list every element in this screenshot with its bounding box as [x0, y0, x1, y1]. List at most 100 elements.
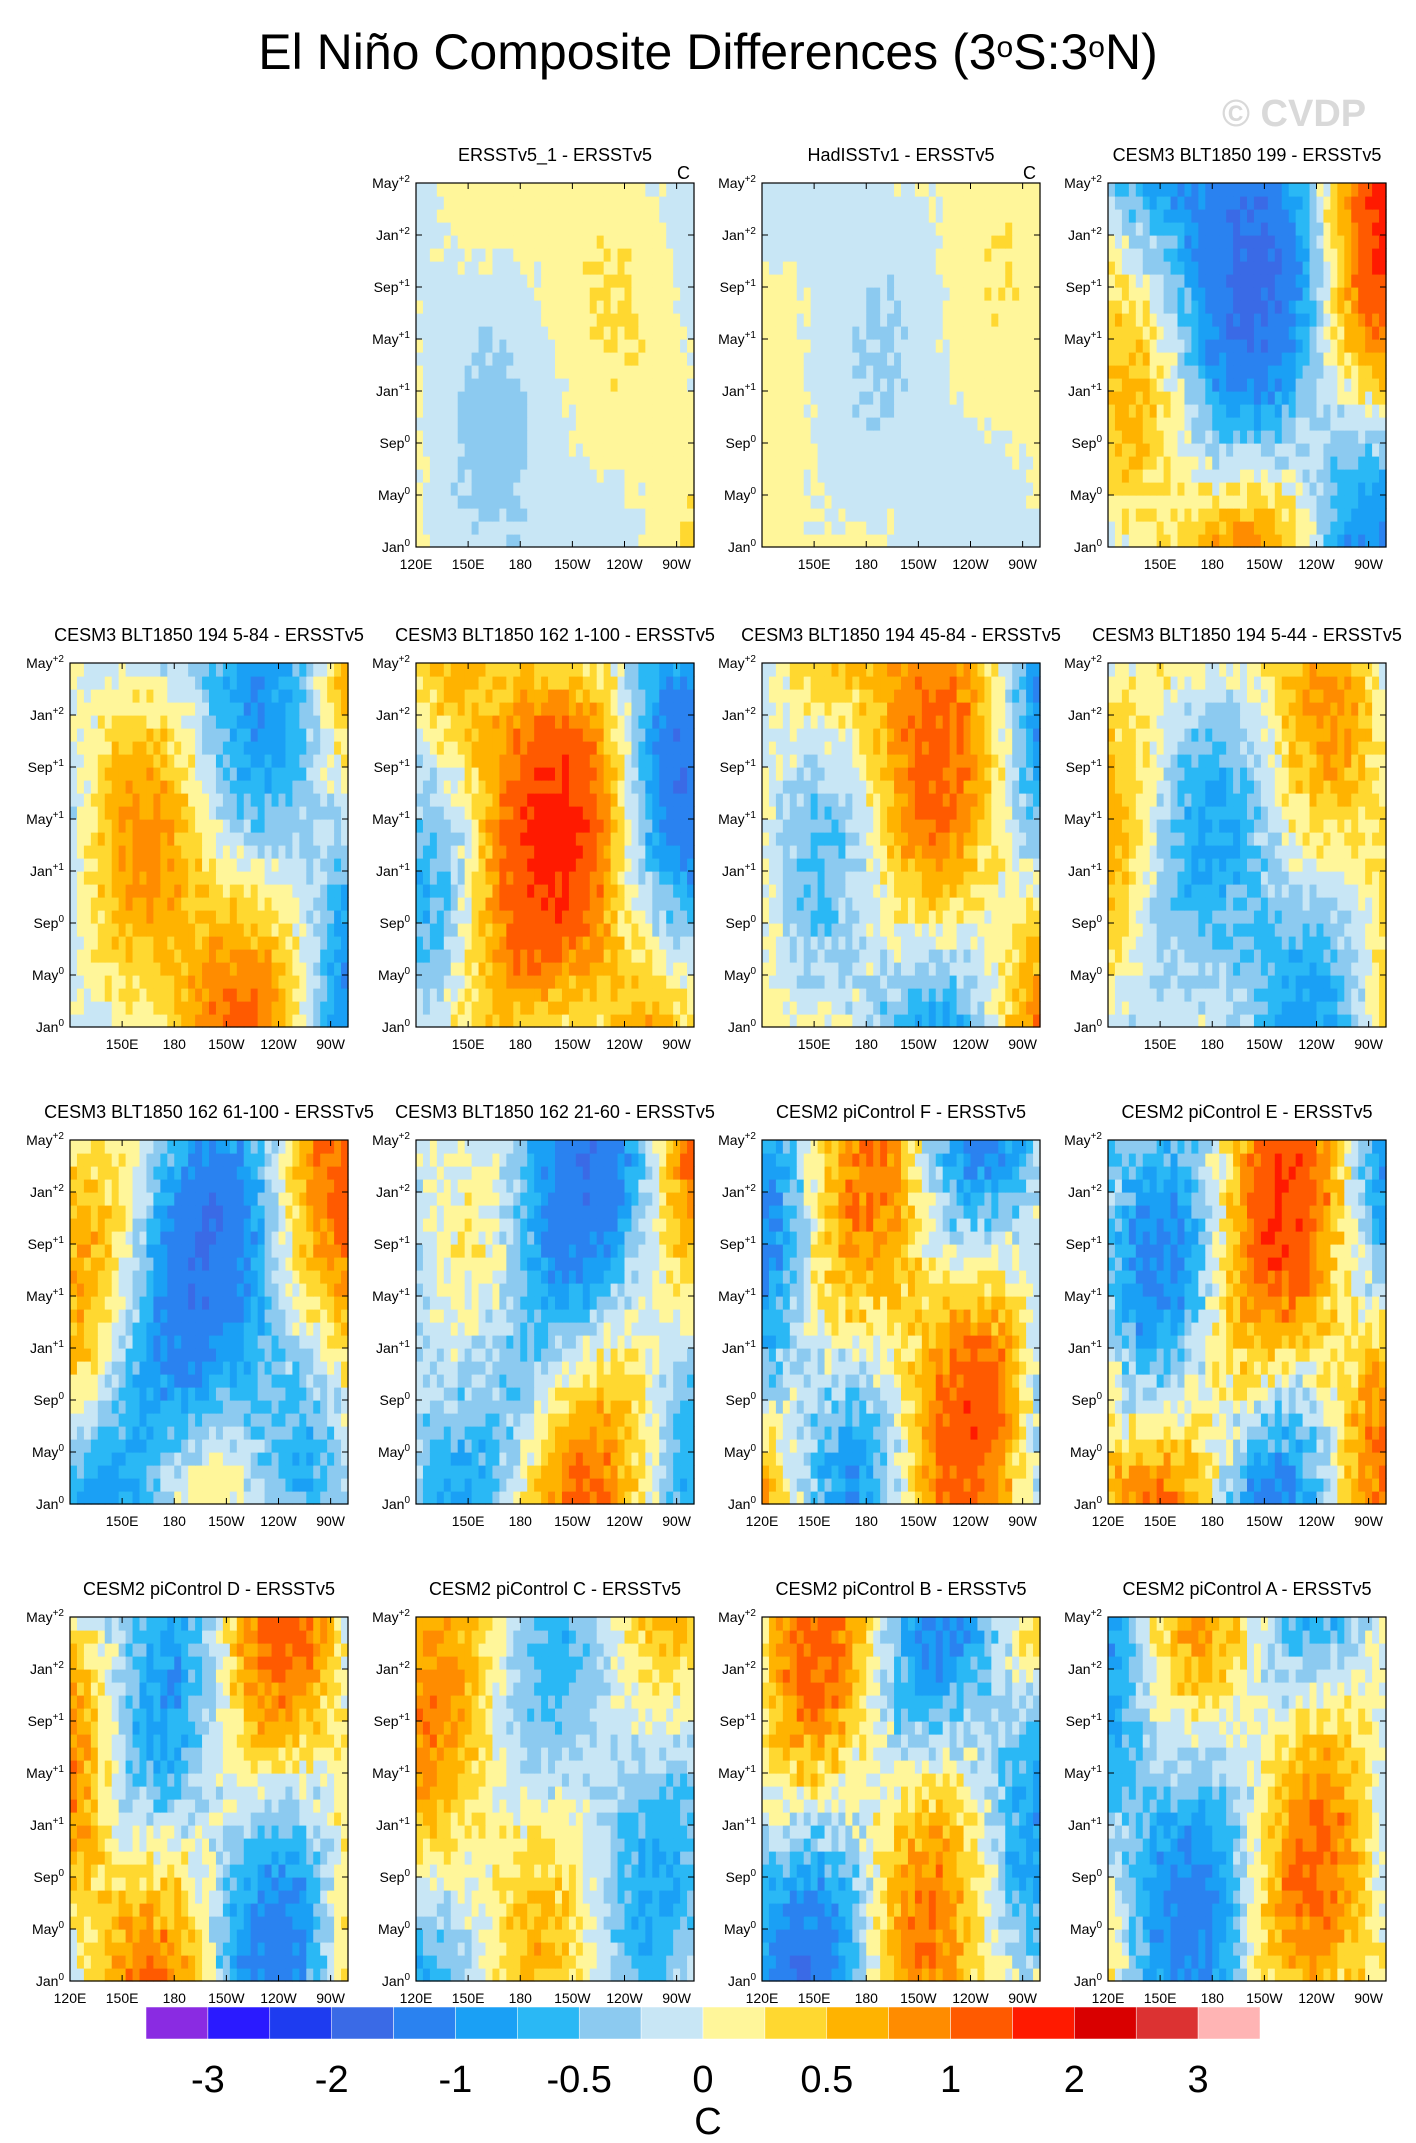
heatmap-cell — [582, 183, 591, 197]
heatmap-cell — [687, 534, 695, 548]
heatmap-cell — [1212, 521, 1220, 535]
heatmap-cell — [1295, 365, 1304, 379]
heatmap-cell — [513, 326, 521, 340]
heatmap-cell — [782, 443, 791, 457]
heatmap-cell — [568, 988, 577, 1002]
heatmap-cell — [887, 274, 895, 288]
heatmap-cell — [1233, 469, 1241, 483]
heatmap-cell — [188, 884, 196, 898]
heatmap-cell — [250, 845, 259, 859]
heatmap-cell — [852, 391, 860, 405]
heatmap-cell — [422, 378, 431, 392]
heatmap-cell — [1012, 248, 1020, 262]
heatmap-cell — [534, 1014, 542, 1028]
heatmap-cell — [1026, 482, 1034, 496]
heatmap-cell — [803, 222, 812, 236]
heatmap-cell — [680, 287, 688, 301]
heatmap-cell — [534, 430, 542, 444]
heatmap-cell — [181, 988, 189, 1002]
heatmap-cell — [1114, 404, 1123, 418]
heatmap-cell — [1365, 235, 1373, 249]
heatmap-cell — [1121, 248, 1130, 262]
heatmap-cell — [153, 793, 161, 807]
heatmap-cell — [921, 248, 930, 262]
heatmap-cell — [416, 521, 424, 535]
heatmap-cell — [1226, 495, 1234, 509]
heatmap-cell — [589, 222, 598, 236]
heatmap-cell — [555, 274, 563, 288]
heatmap-cell — [1170, 482, 1179, 496]
heatmap-cell — [1205, 183, 1213, 197]
heatmap-cell — [153, 897, 161, 911]
heatmap-cell — [1337, 313, 1345, 327]
heatmap-cell — [762, 287, 770, 301]
heatmap-cell — [250, 897, 259, 911]
heatmap-cell — [617, 261, 626, 275]
heatmap-cell — [506, 404, 514, 418]
heatmap-cell — [478, 1001, 487, 1015]
heatmap-cell — [436, 300, 445, 314]
heatmap-cell — [195, 793, 203, 807]
heatmap-cell — [215, 793, 224, 807]
heatmap-cell — [638, 248, 646, 262]
heatmap-cell — [167, 728, 175, 742]
heatmap-cell — [687, 495, 695, 509]
heatmap-cell — [977, 391, 985, 405]
heatmap-cell — [1026, 326, 1034, 340]
heatmap-cell — [1330, 482, 1338, 496]
heatmap-cell — [1372, 456, 1380, 470]
heatmap-cell — [624, 430, 633, 444]
heatmap-cell — [768, 196, 777, 210]
heatmap-cell — [83, 754, 92, 768]
heatmap-cell — [894, 365, 902, 379]
heatmap-cell — [1365, 287, 1373, 301]
heatmap-cell — [582, 508, 591, 522]
heatmap-cell — [492, 508, 500, 522]
heatmap-cell — [977, 326, 985, 340]
heatmap-cell — [160, 845, 168, 859]
heatmap-cell — [1274, 534, 1283, 548]
heatmap-cell — [638, 404, 646, 418]
heatmap-cell — [132, 936, 141, 950]
heatmap-cell — [1005, 313, 1013, 327]
heatmap-cell — [1163, 183, 1172, 197]
heatmap-cell — [1240, 430, 1248, 444]
heatmap-cell — [949, 495, 958, 509]
heatmap-cell — [1128, 248, 1137, 262]
heatmap-cell — [527, 287, 535, 301]
heatmap-cell — [257, 871, 266, 885]
heatmap-cell — [1198, 313, 1206, 327]
heatmap-cell — [1012, 378, 1020, 392]
heatmap-cell — [673, 443, 681, 457]
heatmap-cell — [299, 1001, 307, 1015]
heatmap-cell — [327, 910, 335, 924]
heatmap-cell — [278, 767, 287, 781]
heatmap-cell — [1170, 326, 1179, 340]
heatmap-cell — [1267, 482, 1276, 496]
heatmap-cell — [1247, 287, 1255, 301]
heatmap-cell — [1005, 326, 1013, 340]
heatmap-cell — [1260, 222, 1269, 236]
panel-title: ERSSTv5_1 - ERSSTv5 — [458, 145, 652, 166]
heatmap-cell — [659, 495, 667, 509]
heatmap-cell — [1128, 456, 1137, 470]
heatmap-cell — [1240, 300, 1248, 314]
panel-title: HadISSTv1 - ERSSTv5 — [807, 145, 994, 165]
heatmap-cell — [603, 508, 612, 522]
heatmap-cell — [97, 702, 106, 716]
heatmap-cell — [568, 391, 577, 405]
heatmap-cell — [1316, 430, 1325, 444]
heatmap-cell — [1267, 248, 1276, 262]
heatmap-cell — [631, 988, 639, 1002]
heatmap-cell — [1247, 300, 1255, 314]
heatmap-cell — [285, 676, 293, 690]
heatmap-cell — [845, 456, 853, 470]
heatmap-cell — [1170, 378, 1179, 392]
heatmap-cell — [555, 430, 563, 444]
heatmap-cell — [1219, 183, 1227, 197]
heatmap-cell — [921, 365, 930, 379]
heatmap-cell — [534, 196, 542, 210]
heatmap-cell — [887, 443, 895, 457]
heatmap-cell — [429, 962, 438, 976]
heatmap-cell — [1365, 391, 1373, 405]
